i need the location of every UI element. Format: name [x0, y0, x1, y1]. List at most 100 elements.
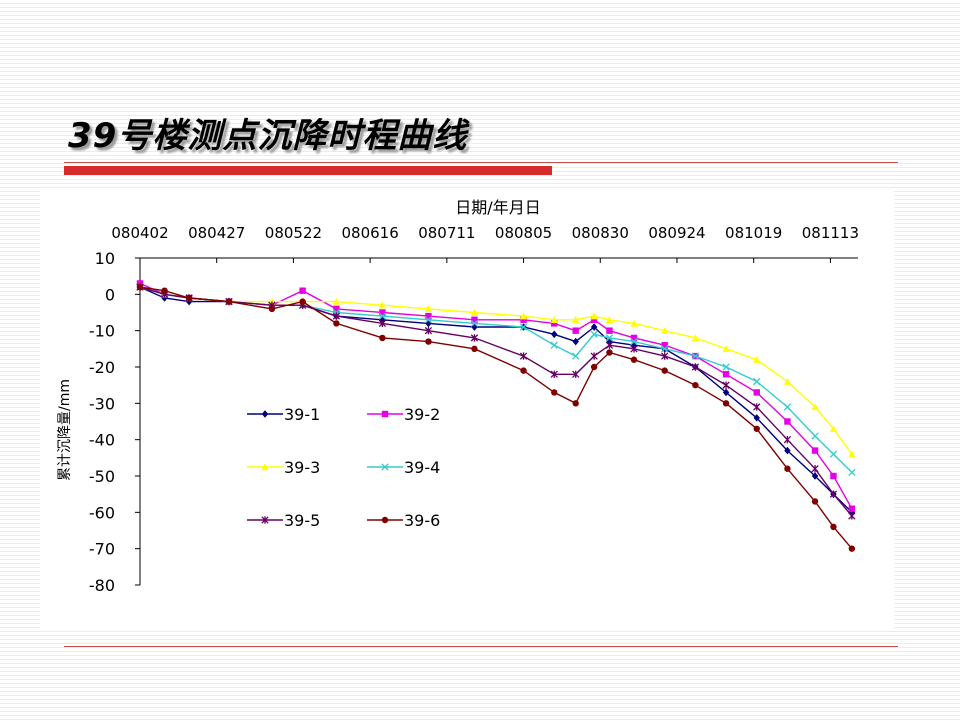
- data-point: [691, 334, 699, 342]
- data-point: [630, 356, 638, 363]
- data-point: [470, 334, 479, 342]
- data-point: [848, 505, 856, 512]
- data-point: [606, 327, 613, 334]
- y-tick-label: -50: [89, 467, 115, 486]
- data-point: [379, 334, 386, 342]
- data-point: [783, 435, 792, 444]
- x-tick-label: 080616: [341, 224, 398, 242]
- data-point: [572, 316, 580, 323]
- data-point: [590, 312, 598, 320]
- data-point: [572, 400, 579, 407]
- data-point: [520, 367, 527, 374]
- legend-item: 39-1: [247, 405, 320, 424]
- data-point: [661, 352, 669, 360]
- data-point: [722, 345, 730, 353]
- series-line: [139, 286, 853, 513]
- data-point: [136, 283, 144, 291]
- data-point: [299, 298, 306, 305]
- data-point: [471, 316, 478, 323]
- legend-swatch-marker: [261, 410, 269, 418]
- data-point: [606, 349, 613, 356]
- data-point: [572, 370, 580, 378]
- data-point: [519, 312, 528, 320]
- data-point: [829, 425, 838, 432]
- x-tick-label: 080402: [111, 224, 168, 242]
- y-tick-label: 0: [105, 285, 115, 304]
- series-39-5: [136, 283, 856, 520]
- legend-label: 39-1: [284, 405, 320, 424]
- legend-item: 39-3: [247, 458, 320, 477]
- data-point: [333, 305, 340, 313]
- data-point: [753, 389, 760, 396]
- x-tick-label: 080924: [648, 224, 705, 242]
- data-point: [605, 316, 614, 323]
- data-point: [378, 301, 387, 309]
- data-point: [425, 319, 432, 328]
- chart-plot: 10 0 -10 -20 -30 -40 -50 -60 -70 -80 080402 080427 0…: [89, 224, 859, 595]
- data-point: [753, 377, 761, 386]
- data-point: [848, 545, 856, 552]
- data-point: [590, 330, 598, 338]
- data-point: [551, 320, 558, 327]
- data-point: [519, 352, 528, 360]
- data-point: [332, 312, 341, 320]
- data-point: [848, 468, 856, 477]
- data-point: [551, 330, 558, 339]
- data-point: [424, 305, 433, 313]
- legend-swatch-marker: [381, 516, 389, 524]
- data-point: [471, 345, 478, 353]
- legend-swatch-marker: [261, 516, 269, 524]
- data-point: [425, 338, 432, 345]
- data-point: [425, 312, 432, 320]
- data-point: [630, 345, 638, 353]
- data-point: [753, 356, 761, 363]
- title-rule-thick: [64, 166, 552, 175]
- chart-svg: 日期/年月日 累计沉降量/mm 10 0 -10 -20 -30 -40 -50 -60 -70…: [57, 198, 859, 595]
- data-point: [590, 363, 598, 371]
- data-point: [379, 309, 386, 316]
- data-point: [333, 320, 340, 327]
- legend-item: 39-2: [367, 405, 440, 424]
- data-point: [830, 472, 837, 480]
- series-39-6: [136, 283, 856, 552]
- data-point: [520, 316, 527, 323]
- legend-swatch-marker: [261, 463, 269, 471]
- data-point: [590, 316, 598, 323]
- legend-item: 39-6: [367, 511, 440, 530]
- data-point: [332, 297, 340, 305]
- bottom-rule: [64, 646, 898, 647]
- data-point: [424, 316, 433, 324]
- data-point: [783, 377, 792, 385]
- data-point: [605, 341, 614, 349]
- data-point: [811, 447, 819, 454]
- data-point: [225, 298, 233, 305]
- y-tick-label: -60: [89, 503, 115, 522]
- data-point: [722, 388, 730, 397]
- data-point: [630, 337, 638, 346]
- legend-item: 39-5: [247, 511, 320, 530]
- x-tick-label: 080522: [265, 224, 322, 242]
- data-point: [692, 381, 699, 389]
- legend: 39-1 39-2 39-3 39-4 39-5 39-6: [247, 405, 440, 530]
- data-point: [722, 381, 730, 389]
- data-point: [661, 342, 668, 349]
- series-39-4: [136, 283, 856, 477]
- data-point: [829, 450, 838, 458]
- data-point: [722, 371, 730, 378]
- x-tick-label: 081019: [725, 224, 782, 242]
- y-tick-label: -20: [89, 358, 115, 377]
- data-point: [470, 308, 479, 316]
- data-point: [551, 389, 558, 396]
- data-point: [661, 345, 669, 353]
- x-tick-label: 080711: [418, 224, 475, 242]
- x-tick-label: 080830: [572, 224, 629, 242]
- legend-item: 39-4: [367, 458, 440, 477]
- data-point: [471, 323, 478, 331]
- data-point: [590, 323, 598, 331]
- series-line: [139, 286, 853, 455]
- data-point: [753, 403, 761, 411]
- legend-label: 39-2: [404, 405, 440, 424]
- data-point: [722, 400, 730, 407]
- y-tick-label: -40: [89, 431, 115, 450]
- data-point: [470, 319, 479, 328]
